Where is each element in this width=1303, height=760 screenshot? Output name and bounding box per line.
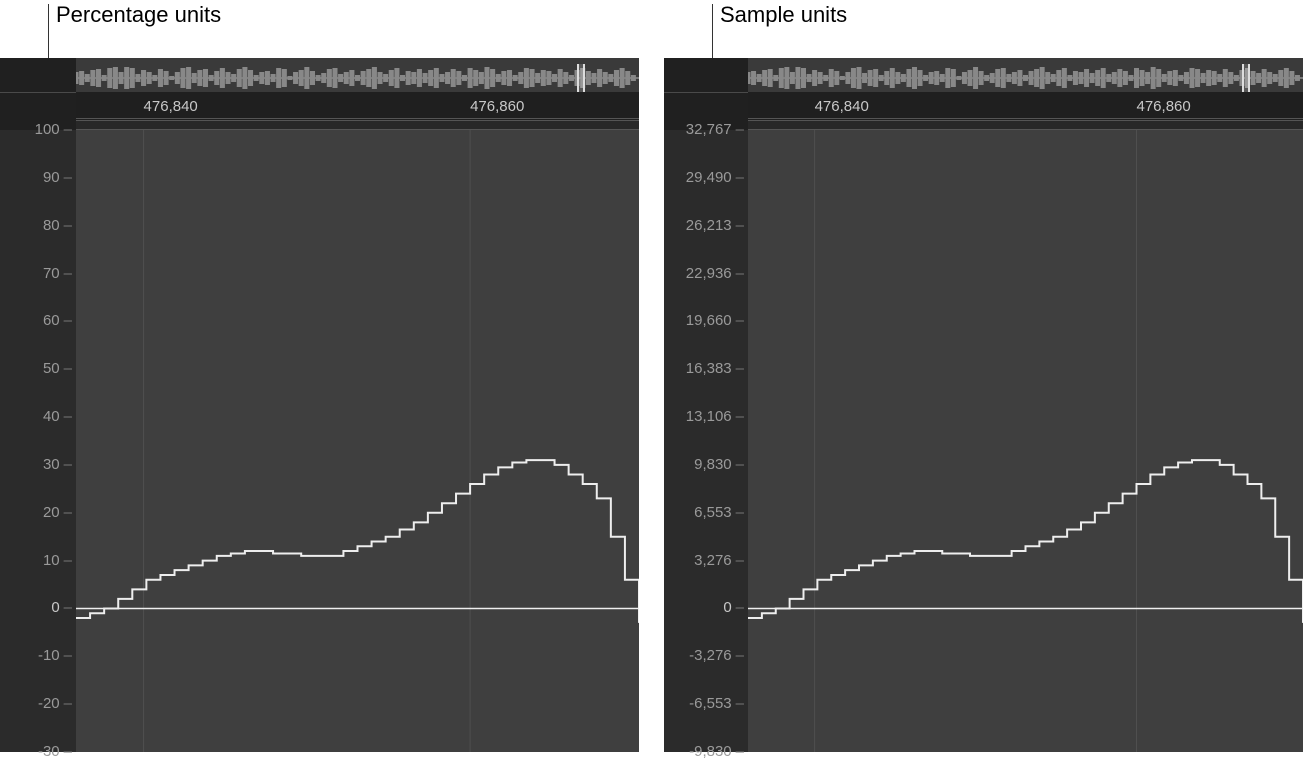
scale-tick-label: 10– — [43, 552, 72, 569]
waveform-panel-sample: 32,767– 29,490– 26,213– 22,936– 19,660– 16,38… — [664, 58, 1303, 752]
waveform-overview-left[interactable] — [76, 64, 639, 92]
timeline-ruler-right[interactable]: 476,840 476,860 — [748, 92, 1303, 120]
scale-tick-label: -9,830– — [689, 743, 744, 760]
overview-marker-left[interactable] — [577, 64, 585, 92]
callout-line-left — [48, 4, 49, 58]
ruler-tick: 476,840 — [144, 98, 198, 115]
scale-tick-label: 3,276– — [694, 552, 744, 569]
scale-tick-label: 9,830– — [694, 456, 744, 473]
sample-units-label: Sample units — [720, 2, 847, 28]
waveform-plot-right[interactable] — [748, 130, 1303, 752]
overview-marker-right[interactable] — [1242, 64, 1250, 92]
percentage-units-label: Percentage units — [56, 2, 221, 28]
scale-tick-label: -10– — [38, 647, 72, 664]
scale-tick-label: 0– — [723, 599, 744, 616]
scale-tick-label: 13,106– — [686, 408, 744, 425]
scale-top-left — [0, 58, 76, 130]
scale-tick-label: -6,553– — [689, 695, 744, 712]
ruler-bottom-right — [748, 120, 1303, 130]
scale-tick-label: 80– — [43, 217, 72, 234]
scale-tick-label: -3,276– — [689, 647, 744, 664]
overview-wave-right — [748, 64, 1303, 92]
scale-tick-label: 20– — [43, 504, 72, 521]
scale-tick-label: 90– — [43, 169, 72, 186]
scale-top-sep — [664, 92, 748, 93]
scale-tick-label: 19,660– — [686, 312, 744, 329]
scale-top-sep — [0, 92, 76, 93]
waveform-overview-right[interactable] — [748, 64, 1303, 92]
ruler-tick: 476,860 — [470, 98, 524, 115]
scale-tick-label: 50– — [43, 360, 72, 377]
amplitude-scale-percentage: 100– 90– 80– 70– 60– 50– 40– 30– 20– 10– 0– -10– -20… — [0, 58, 76, 752]
scale-tick-label: 0– — [51, 599, 72, 616]
scale-tick-label: 26,213– — [686, 217, 744, 234]
ruler-tick: 476,860 — [1137, 98, 1191, 115]
ruler-tick: 476,840 — [815, 98, 869, 115]
scale-tick-label: 6,553– — [694, 504, 744, 521]
scale-tick-label: 40– — [43, 408, 72, 425]
scale-tick-label: 70– — [43, 265, 72, 282]
scale-tick-label: -30– — [38, 743, 72, 760]
ruler-sep — [748, 118, 1303, 119]
ruler-bottom-left — [76, 120, 639, 130]
scale-top-right — [664, 58, 748, 130]
waveform-panel-percentage: 100– 90– 80– 70– 60– 50– 40– 30– 20– 10– 0– -10– -20… — [0, 58, 639, 752]
amplitude-scale-sample: 32,767– 29,490– 26,213– 22,936– 19,660– 16,38… — [664, 58, 748, 752]
overview-wave-left — [76, 64, 639, 92]
waveform-plot-left[interactable] — [76, 130, 639, 752]
scale-tick-label: 32,767– — [686, 121, 744, 138]
scale-tick-label: 22,936– — [686, 265, 744, 282]
scale-tick-label: 29,490– — [686, 169, 744, 186]
scale-tick-label: 100– — [35, 121, 72, 138]
scale-tick-label: 30– — [43, 456, 72, 473]
waveform-svg-right — [748, 130, 1303, 752]
scale-tick-label: 16,383– — [686, 360, 744, 377]
callout-line-right — [712, 4, 713, 58]
scale-tick-label: -20– — [38, 695, 72, 712]
ruler-sep — [76, 118, 639, 119]
scale-tick-label: 60– — [43, 312, 72, 329]
timeline-ruler-left[interactable]: 476,840 476,860 — [76, 92, 639, 120]
waveform-svg-left — [76, 130, 639, 752]
